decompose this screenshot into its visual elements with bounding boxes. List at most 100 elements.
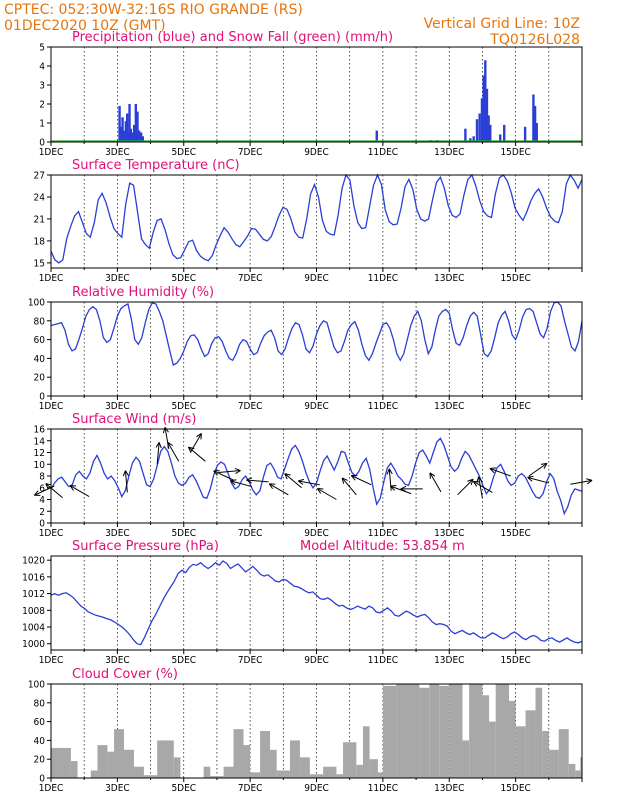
wind-arrow-head — [155, 442, 160, 448]
x-tick-label: 15DEC — [500, 783, 530, 794]
wind-arrow — [69, 485, 90, 497]
cloud-bar — [558, 729, 569, 778]
wind-arrow — [268, 483, 289, 496]
wind-arrow-head — [400, 488, 407, 492]
x-tick-label: 5DEC — [171, 528, 196, 539]
x-tick-label: 7DEC — [238, 401, 263, 412]
wind-arrow-head — [429, 472, 436, 477]
wind-arrow-head — [390, 484, 397, 487]
cloud-bar — [548, 749, 559, 778]
cloud-bar — [143, 775, 158, 778]
wind-arrow-head — [527, 476, 533, 482]
wind-arrow — [156, 442, 160, 465]
cloud-bar — [223, 766, 234, 778]
x-tick-label: 1DEC — [39, 147, 64, 158]
x-tick-label: 1DEC — [39, 783, 64, 794]
wind-arrow-head — [188, 446, 192, 453]
precip-bar — [129, 128, 133, 142]
x-tick-label: 15DEC — [500, 401, 530, 412]
cloud-bar — [356, 764, 363, 778]
pressure-title: Surface Pressure (hPa) — [72, 539, 219, 554]
y-tick-label: 0 — [39, 774, 45, 785]
wind-arrow-head — [388, 468, 393, 475]
x-tick-label: 11DEC — [368, 783, 398, 794]
precip-bar — [523, 126, 527, 142]
wind-arrow — [478, 476, 483, 499]
x-tick-label: 7DEC — [238, 783, 263, 794]
x-tick-label: 1DEC — [39, 528, 64, 539]
y-tick-label: 60 — [34, 717, 46, 728]
x-tick-label: 13DEC — [434, 783, 464, 794]
wind-arrow-head — [246, 479, 252, 484]
y-tick-label: 21 — [34, 214, 45, 225]
y-tick-label: 1004 — [22, 623, 45, 634]
humidity-title: Relative Humidity (%) — [72, 285, 214, 300]
cloud-bar — [289, 740, 300, 778]
precip-bar — [480, 98, 484, 142]
precip-bar — [134, 104, 138, 142]
y-tick-label: 60 — [34, 335, 46, 346]
cloud-bar — [462, 740, 470, 778]
cloud-bar — [568, 763, 576, 778]
precip-bar — [533, 105, 537, 142]
temperature-line — [50, 173, 583, 264]
x-tick-label: 13DEC — [434, 401, 464, 412]
precip-bar — [118, 105, 121, 142]
y-tick-label: 4 — [39, 495, 45, 506]
wind-arrow — [341, 477, 357, 496]
wind-arrow-head — [122, 470, 126, 477]
x-tick-label: 11DEC — [368, 528, 398, 539]
y-tick-label: 4 — [39, 62, 45, 73]
model-run-code: TQ0126L028 — [489, 32, 580, 48]
wind-title: Surface Wind (m/s) — [72, 412, 196, 427]
x-tick-label: 9DEC — [304, 147, 329, 158]
y-tick-label: 15 — [34, 258, 45, 269]
cloud-bar — [343, 742, 357, 778]
precip-bar — [472, 136, 475, 142]
x-tick-label: 3DEC — [105, 273, 130, 284]
cloud-bar — [482, 695, 490, 778]
wind-arrow-head — [213, 470, 218, 476]
wind-arrow-head — [341, 477, 345, 484]
y-tick-label: 20 — [34, 755, 46, 766]
x-tick-label: 1DEC — [39, 273, 64, 284]
wind-arrow-head — [188, 446, 195, 450]
cloud-bar — [323, 766, 337, 778]
wind-arrow — [298, 480, 320, 486]
x-tick-label: 9DEC — [304, 655, 329, 666]
wind-arrow — [351, 475, 372, 486]
wind-arrow-head — [586, 478, 593, 481]
wind-arrow-head — [33, 490, 39, 496]
precip-bar — [489, 124, 492, 142]
y-tick-label: 14 — [34, 436, 46, 447]
precip-bar — [503, 124, 506, 142]
wind-arrow — [489, 468, 511, 477]
x-tick-label: 9DEC — [304, 273, 329, 284]
x-tick-label: 3DEC — [105, 655, 130, 666]
wind-line — [50, 437, 583, 516]
cloud-cover-title: Cloud Cover (%) — [72, 667, 178, 682]
wind-arrow-head — [543, 463, 548, 469]
wind-arrow — [570, 479, 593, 485]
cloud-bar — [535, 687, 543, 778]
x-tick-label: 15DEC — [500, 528, 530, 539]
x-tick-label: 9DEC — [304, 528, 329, 539]
cloud-bar — [243, 745, 251, 778]
wind-arrow-head — [284, 473, 291, 476]
y-tick-label: 10 — [34, 460, 46, 471]
wind-arrow-head — [124, 470, 129, 476]
cloud-bar — [429, 684, 440, 778]
temperature-title: Surface Temperature (nC) — [72, 158, 240, 173]
cloud-bar — [508, 700, 516, 778]
cloud-bar — [250, 772, 261, 778]
cloud-bar — [309, 774, 324, 778]
wind-arrow-head — [390, 485, 395, 491]
x-tick-label: 1DEC — [39, 401, 64, 412]
cloud-bar — [114, 729, 125, 778]
cloud-bar — [233, 729, 244, 778]
pressure-panel: 1000 1004 1008 1012 1016 1020 1DEC 3DEC 5DEC 7DEC… — [22, 539, 583, 666]
precip-bar — [139, 132, 143, 142]
precip-bar — [119, 126, 123, 142]
y-tick-label: 16 — [34, 425, 46, 436]
x-tick-label: 7DEC — [238, 147, 263, 158]
